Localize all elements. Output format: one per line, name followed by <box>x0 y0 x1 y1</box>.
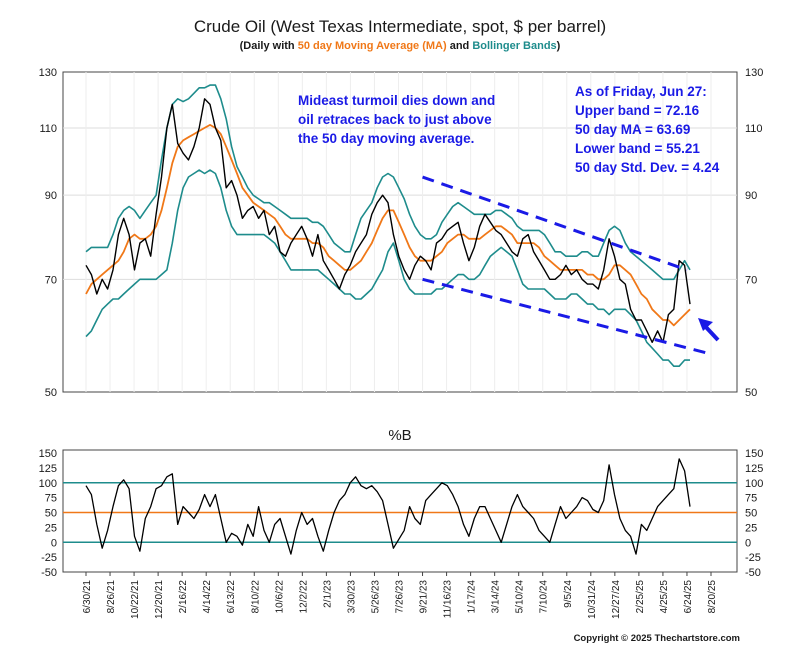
x-tick-label: 7/26/23 <box>395 580 406 614</box>
annotation-right-line5: 50 day Std. Dev. = 4.24 <box>575 160 720 175</box>
percent-b-title: %B <box>388 427 411 444</box>
price-y-tick-right: 130 <box>745 67 763 79</box>
x-tick-label: 3/14/24 <box>491 580 502 614</box>
chart-title: Crude Oil (West Texas Intermediate, spot… <box>194 17 606 36</box>
upper-band-line <box>85 84 691 281</box>
x-tick-label: 12/27/24 <box>611 580 622 619</box>
price-arrow-icon <box>698 318 720 342</box>
subtitle-part3: and <box>447 40 473 52</box>
x-tick-label: 8/26/21 <box>106 580 117 614</box>
subtitle-ma: 50 day Moving Average (MA) <box>298 40 447 52</box>
percent-b-y-tick-right: 0 <box>745 537 751 549</box>
annotation-right: As of Friday, Jun 27: Upper band = 72.16… <box>575 84 720 175</box>
price-y-ticks: 50 50 70 70 90 90 110 110 130 130 <box>39 67 764 399</box>
percent-b-y-tick-left: -50 <box>41 567 57 579</box>
x-tick-label: 2/1/23 <box>322 580 333 608</box>
x-tick-label: 1/17/24 <box>467 580 478 614</box>
price-y-tick-left: 110 <box>39 123 57 135</box>
x-tick-label: 4/14/22 <box>202 580 213 614</box>
price-y-tick-right: 110 <box>745 123 763 135</box>
percent-b-y-tick-right: 75 <box>745 493 757 505</box>
copyright: Copyright © 2025 Thechartstore.com <box>574 633 740 644</box>
price-series-line <box>85 98 691 343</box>
x-tick-label: 6/13/22 <box>226 580 237 614</box>
price-y-tick-left: 50 <box>45 387 57 399</box>
percent-b-y-tick-right: 100 <box>745 478 763 490</box>
annotation-right-line2: Upper band = 72.16 <box>575 103 700 118</box>
annotation-left: Mideast turmoil dies down and oil retrac… <box>298 93 499 146</box>
subtitle-bands: Bollinger Bands <box>472 40 556 52</box>
percent-b-y-tick-left: 0 <box>51 537 57 549</box>
percent-b-plot-frame <box>62 449 738 573</box>
subtitle-part1: (Daily with <box>240 40 298 52</box>
price-y-tick-right: 70 <box>745 274 757 286</box>
price-y-tick-left: 90 <box>45 190 57 202</box>
annotation-right-line1: As of Friday, Jun 27: <box>575 84 707 99</box>
x-tick-label: 9/21/23 <box>419 580 430 614</box>
percent-b-y-tick-left: 100 <box>39 478 57 490</box>
price-y-tick-right: 90 <box>745 190 757 202</box>
ma-series-line <box>85 124 691 327</box>
percent-b-y-tick-left: 25 <box>45 522 57 534</box>
percent-b-series-group <box>85 458 691 555</box>
percent-b-y-tick-left: 125 <box>39 463 57 475</box>
annotation-right-line3: 50 day MA = 63.69 <box>575 122 690 137</box>
x-tick-label: 2/25/25 <box>635 580 646 614</box>
x-tick-label: 2/16/22 <box>178 580 189 614</box>
x-tick-label: 12/20/21 <box>154 580 165 619</box>
trend-channel <box>422 175 712 356</box>
price-y-tick-left: 70 <box>45 274 57 286</box>
x-tick-label: 11/16/23 <box>443 580 454 619</box>
percent-b-y-tick-left: 150 <box>39 448 57 460</box>
percent-b-y-tick-left: 75 <box>45 493 57 505</box>
price-y-tick-right: 50 <box>745 387 757 399</box>
percent-b-series-line <box>85 458 691 555</box>
channel-lower-line <box>422 277 712 356</box>
x-axis-ticks: 6/30/21 8/26/21 10/22/21 12/20/21 2/16/22 4/1… <box>82 572 718 619</box>
annotation-left-line2: oil retraces back to just above <box>298 112 492 127</box>
x-tick-label: 4/25/25 <box>659 580 670 614</box>
x-tick-label: 10/22/21 <box>130 580 141 619</box>
percent-b-y-tick-right: 150 <box>745 448 763 460</box>
x-tick-label: 10/31/24 <box>587 580 598 619</box>
x-tick-label: 6/30/21 <box>82 580 93 614</box>
subtitle-part5: ) <box>557 40 561 52</box>
price-series-group <box>85 84 691 367</box>
percent-b-y-tick-right: -50 <box>745 567 761 579</box>
lower-band-line <box>85 169 690 367</box>
x-tick-label: 10/6/22 <box>274 580 285 614</box>
x-tick-label: 7/10/24 <box>539 580 550 614</box>
percent-b-y-ticks: -50 -50 -25 -25 0 0 25 25 50 50 75 75 100 100 125 125 15… <box>39 448 764 579</box>
x-tick-label: 12/2/22 <box>298 580 309 614</box>
channel-upper-line <box>422 175 688 272</box>
percent-b-y-tick-left: 50 <box>45 508 57 520</box>
x-tick-label: 3/30/23 <box>346 580 357 614</box>
annotation-left-line1: Mideast turmoil dies down and <box>298 93 495 108</box>
chart-subtitle: (Daily with 50 day Moving Average (MA) a… <box>240 40 561 52</box>
price-y-tick-left: 130 <box>39 67 57 79</box>
percent-b-y-tick-right: -25 <box>745 552 761 564</box>
x-tick-label: 8/10/22 <box>250 580 261 614</box>
percent-b-y-tick-left: -25 <box>41 552 57 564</box>
x-tick-label: 9/5/24 <box>563 580 574 608</box>
percent-b-reference-lines <box>63 481 737 544</box>
x-tick-label: 6/24/25 <box>683 580 694 614</box>
x-tick-label: 5/10/24 <box>515 580 526 614</box>
percent-b-y-tick-right: 50 <box>745 508 757 520</box>
x-tick-label: 5/26/23 <box>370 580 381 614</box>
annotation-right-line4: Lower band = 55.21 <box>575 141 700 156</box>
x-tick-label: 8/20/25 <box>707 580 718 614</box>
annotation-left-line3: the 50 day moving average. <box>298 131 474 146</box>
percent-b-y-tick-right: 25 <box>745 522 757 534</box>
percent-b-y-tick-right: 125 <box>745 463 763 475</box>
